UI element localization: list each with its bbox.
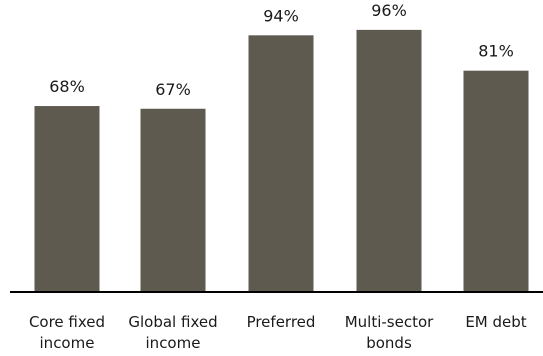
bar-2 xyxy=(140,108,206,291)
value-label-3: 94% xyxy=(263,6,299,25)
bar-3 xyxy=(248,35,314,291)
category-label-3: Preferred xyxy=(246,313,316,331)
bar-5 xyxy=(463,70,529,292)
value-label-4: 96% xyxy=(371,1,407,20)
category-label-2: Global fixed income xyxy=(128,313,218,352)
category-label-4: Multi-sector bonds xyxy=(344,313,434,352)
value-label-2: 67% xyxy=(155,80,191,99)
bars-group xyxy=(34,29,529,292)
value-label-5: 81% xyxy=(478,42,514,61)
value-labels-group: 68% 67% 94% 96% 81% xyxy=(49,1,514,99)
category-label-5: EM debt xyxy=(465,313,527,331)
bar-1 xyxy=(34,106,100,291)
value-label-1: 68% xyxy=(49,77,85,96)
category-label-1: Core fixed income xyxy=(28,313,106,352)
bar-4 xyxy=(356,29,422,291)
